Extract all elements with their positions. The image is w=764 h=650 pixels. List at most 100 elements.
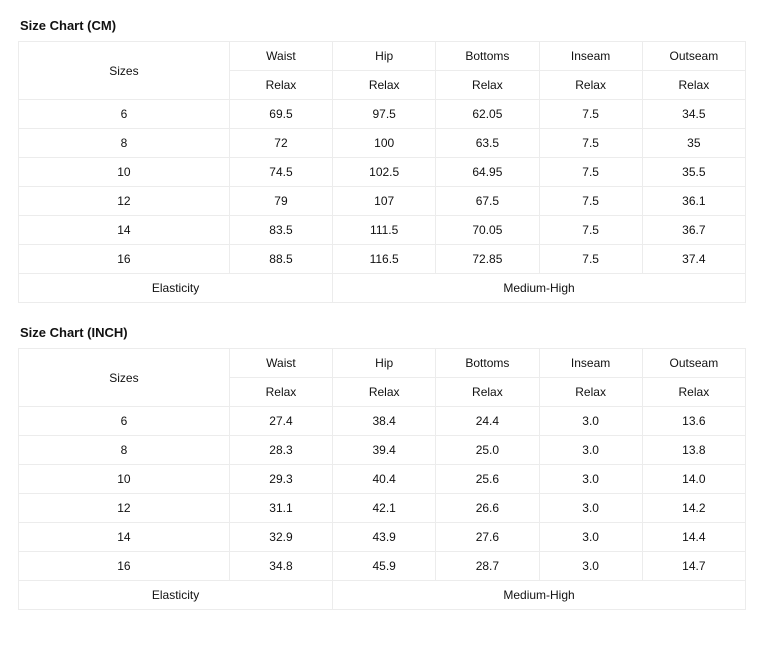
subheader-cell: Relax (642, 71, 745, 100)
size-chart-inch-title: Size Chart (INCH) (20, 325, 746, 340)
cell-hip: 100 (333, 129, 436, 158)
cell-hip: 42.1 (333, 494, 436, 523)
cell-hip: 45.9 (333, 552, 436, 581)
cell-outseam: 36.7 (642, 216, 745, 245)
table-row: 10 74.5 102.5 64.95 7.5 35.5 (19, 158, 746, 187)
subheader-cell: Relax (642, 378, 745, 407)
elasticity-value: Medium-High (333, 274, 746, 303)
cell-bottoms: 26.6 (436, 494, 539, 523)
subheader-cell: Relax (333, 378, 436, 407)
cell-outseam: 37.4 (642, 245, 745, 274)
cell-waist: 88.5 (229, 245, 332, 274)
table-row: 12 79 107 67.5 7.5 36.1 (19, 187, 746, 216)
cell-size: 14 (19, 523, 230, 552)
cell-inseam: 3.0 (539, 465, 642, 494)
cell-bottoms: 62.05 (436, 100, 539, 129)
cell-size: 8 (19, 436, 230, 465)
subheader-cell: Relax (436, 378, 539, 407)
cell-inseam: 7.5 (539, 158, 642, 187)
cell-hip: 107 (333, 187, 436, 216)
elasticity-value: Medium-High (333, 581, 746, 610)
cell-inseam: 3.0 (539, 523, 642, 552)
cell-hip: 97.5 (333, 100, 436, 129)
cell-size: 12 (19, 494, 230, 523)
subheader-cell: Relax (333, 71, 436, 100)
table-row: 16 34.8 45.9 28.7 3.0 14.7 (19, 552, 746, 581)
cell-outseam: 14.0 (642, 465, 745, 494)
table-row: 16 88.5 116.5 72.85 7.5 37.4 (19, 245, 746, 274)
cell-inseam: 7.5 (539, 216, 642, 245)
header-inseam: Inseam (539, 349, 642, 378)
cell-inseam: 3.0 (539, 436, 642, 465)
cell-inseam: 7.5 (539, 187, 642, 216)
cell-hip: 43.9 (333, 523, 436, 552)
table-row: 8 72 100 63.5 7.5 35 (19, 129, 746, 158)
header-hip: Hip (333, 42, 436, 71)
table-header-row: Sizes Waist Hip Bottoms Inseam Outseam (19, 42, 746, 71)
cell-bottoms: 70.05 (436, 216, 539, 245)
table-row: 6 69.5 97.5 62.05 7.5 34.5 (19, 100, 746, 129)
header-waist: Waist (229, 349, 332, 378)
cell-bottoms: 25.0 (436, 436, 539, 465)
cell-inseam: 3.0 (539, 552, 642, 581)
table-header-row: Sizes Waist Hip Bottoms Inseam Outseam (19, 349, 746, 378)
cell-bottoms: 28.7 (436, 552, 539, 581)
cell-size: 10 (19, 465, 230, 494)
cell-size: 6 (19, 407, 230, 436)
cell-outseam: 13.6 (642, 407, 745, 436)
cell-waist: 28.3 (229, 436, 332, 465)
cell-bottoms: 63.5 (436, 129, 539, 158)
cell-size: 12 (19, 187, 230, 216)
cell-size: 16 (19, 245, 230, 274)
size-chart-inch-table: Sizes Waist Hip Bottoms Inseam Outseam R… (18, 348, 746, 610)
cell-size: 10 (19, 158, 230, 187)
cell-outseam: 35.5 (642, 158, 745, 187)
cell-waist: 74.5 (229, 158, 332, 187)
table-row: 14 32.9 43.9 27.6 3.0 14.4 (19, 523, 746, 552)
cell-bottoms: 67.5 (436, 187, 539, 216)
elasticity-label: Elasticity (19, 274, 333, 303)
header-bottoms: Bottoms (436, 42, 539, 71)
cell-outseam: 14.2 (642, 494, 745, 523)
size-chart-cm-table: Sizes Waist Hip Bottoms Inseam Outseam R… (18, 41, 746, 303)
cell-hip: 111.5 (333, 216, 436, 245)
cell-outseam: 14.4 (642, 523, 745, 552)
cell-inseam: 7.5 (539, 129, 642, 158)
cell-size: 6 (19, 100, 230, 129)
header-inseam: Inseam (539, 42, 642, 71)
cell-waist: 72 (229, 129, 332, 158)
cell-bottoms: 72.85 (436, 245, 539, 274)
table-footer-row: Elasticity Medium-High (19, 274, 746, 303)
cell-outseam: 35 (642, 129, 745, 158)
subheader-cell: Relax (539, 71, 642, 100)
subheader-cell: Relax (436, 71, 539, 100)
cell-size: 8 (19, 129, 230, 158)
header-outseam: Outseam (642, 42, 745, 71)
cell-hip: 102.5 (333, 158, 436, 187)
cell-bottoms: 27.6 (436, 523, 539, 552)
table-row: 12 31.1 42.1 26.6 3.0 14.2 (19, 494, 746, 523)
header-sizes: Sizes (19, 42, 230, 100)
table-row: 10 29.3 40.4 25.6 3.0 14.0 (19, 465, 746, 494)
cell-hip: 116.5 (333, 245, 436, 274)
table-row: 14 83.5 111.5 70.05 7.5 36.7 (19, 216, 746, 245)
cell-waist: 34.8 (229, 552, 332, 581)
subheader-cell: Relax (229, 378, 332, 407)
elasticity-label: Elasticity (19, 581, 333, 610)
header-hip: Hip (333, 349, 436, 378)
cell-waist: 83.5 (229, 216, 332, 245)
cell-bottoms: 64.95 (436, 158, 539, 187)
size-chart-cm-title: Size Chart (CM) (20, 18, 746, 33)
cell-hip: 38.4 (333, 407, 436, 436)
cell-outseam: 36.1 (642, 187, 745, 216)
table-row: 8 28.3 39.4 25.0 3.0 13.8 (19, 436, 746, 465)
cell-inseam: 3.0 (539, 407, 642, 436)
header-sizes: Sizes (19, 349, 230, 407)
cell-outseam: 13.8 (642, 436, 745, 465)
cell-hip: 40.4 (333, 465, 436, 494)
cell-inseam: 3.0 (539, 494, 642, 523)
header-bottoms: Bottoms (436, 349, 539, 378)
cell-size: 16 (19, 552, 230, 581)
header-waist: Waist (229, 42, 332, 71)
subheader-cell: Relax (229, 71, 332, 100)
